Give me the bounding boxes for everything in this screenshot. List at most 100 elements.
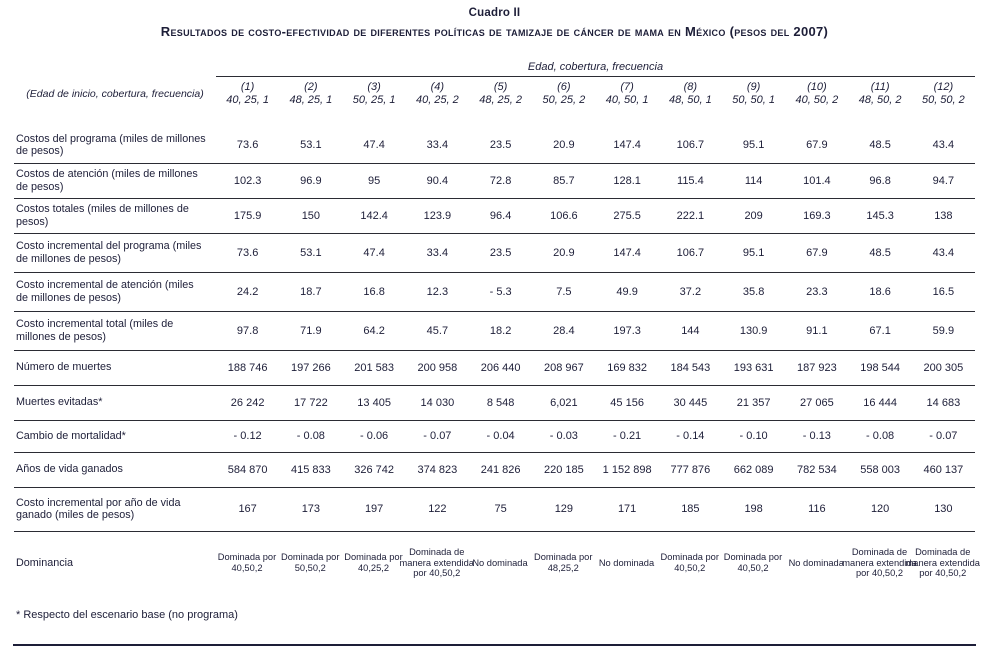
cell-value: 209 [744, 209, 763, 222]
cell-value: 558 003 [860, 463, 900, 476]
cell-value: 122 [428, 503, 447, 515]
cell-value: 777 876 [670, 463, 711, 476]
table-row: Costo incremental total (miles de millon… [14, 311, 975, 350]
cell-value: 147.4 [613, 139, 641, 152]
column-header: (9) 50, 50, 1 [732, 80, 776, 106]
cell-value: 200 958 [417, 361, 458, 374]
row-label: Costos totales (miles de millones de pes… [16, 203, 189, 228]
cell-value: 45.7 [426, 324, 449, 337]
cell-value: - 0.14 [676, 430, 705, 442]
cell-value: 96.9 [300, 174, 322, 187]
cell-value: 73.6 [236, 246, 259, 259]
cell-value: 72.8 [489, 174, 512, 187]
cell-value: 374 823 [417, 463, 458, 476]
cell-value: 188 746 [227, 361, 268, 374]
cell-value: 129 [554, 503, 574, 515]
table-number: Cuadro II [468, 7, 521, 19]
cell-value: 7.5 [556, 285, 572, 298]
cell-value: 67.9 [806, 246, 828, 259]
cell-value: No dominada [598, 557, 655, 568]
cell-value: 43.4 [932, 246, 955, 259]
cell-value: 49.9 [616, 285, 638, 298]
table-title: Resultados de costo-efectividad de difer… [160, 24, 829, 39]
cell-value: 142.4 [360, 209, 388, 222]
cell-value: 197.3 [613, 324, 641, 337]
cell-value: 20.9 [553, 139, 575, 152]
cell-value: 67.1 [869, 324, 891, 337]
column-header: (8) 48, 50, 1 [668, 80, 712, 106]
cell-value: 28.4 [553, 324, 575, 337]
row-label: Muertes evitadas* [16, 396, 103, 409]
cell-value: - 0.07 [423, 430, 452, 442]
cell-value: 241 826 [480, 463, 521, 476]
cell-value: 24.2 [236, 285, 259, 298]
cell-value: 116 [808, 503, 826, 515]
cell-value: 27 065 [800, 396, 834, 409]
cell-value: 415 833 [290, 463, 331, 476]
column-header: (10) 40, 50, 2 [795, 80, 839, 106]
row-label: Costo incremental por año de vida ganado… [16, 496, 181, 522]
cell-value: 43.4 [932, 139, 955, 152]
row-label: Dominancia [16, 556, 74, 569]
cell-value: 67.9 [806, 139, 828, 152]
cell-value: 275.5 [613, 209, 641, 222]
group-header: Edad, cobertura, frecuencia [216, 50, 975, 77]
cell-value: 208 967 [543, 361, 584, 374]
cell-value: 96.4 [489, 209, 512, 222]
cell-value: 197 [364, 503, 384, 515]
cell-value: 53.1 [300, 139, 322, 152]
cell-value: 193 631 [733, 361, 774, 374]
row-label: Costos del programa (miles de millones d… [16, 132, 206, 158]
row-label: Costo incremental de atención (miles de … [16, 279, 194, 304]
cell-value: 30 445 [673, 396, 708, 409]
column-header: (6) 50, 25, 2 [542, 80, 586, 106]
cell-value: 8 548 [486, 396, 515, 409]
table-row: Costo incremental del programa (miles de… [14, 233, 975, 272]
cell-value: 26 242 [230, 396, 265, 409]
bottom-rule [13, 644, 976, 646]
cell-value: 198 [744, 503, 763, 515]
cell-value: 222.1 [676, 209, 705, 222]
cell-value: - 0.08 [296, 430, 325, 442]
footnote: * Respecto del escenario base (no progra… [16, 609, 238, 621]
cell-value: 184 543 [670, 361, 711, 374]
cell-value: 59.9 [932, 324, 955, 337]
cell-value: 45 156 [610, 396, 644, 409]
cell-value: 175.9 [233, 209, 262, 222]
table-row: Número de muertes 188 746 197 266 201 583 20… [14, 350, 975, 385]
cell-value: 198 544 [860, 361, 900, 374]
cell-value: 187 923 [796, 361, 837, 374]
column-header: (11) 48, 50, 2 [858, 80, 902, 106]
column-header: (3) 50, 25, 1 [352, 80, 396, 106]
table-row: Costos de atención (miles de millones de… [14, 163, 975, 198]
table-row: Años de vida ganados 584 870 415 833 326 74… [14, 452, 975, 487]
cell-value: 128.1 [613, 174, 641, 187]
cell-value: 18.6 [869, 285, 891, 298]
cell-value: 16.5 [932, 285, 955, 298]
cell-value: 91.1 [806, 324, 828, 337]
cell-value: 17 722 [294, 396, 328, 409]
cell-value: 662 089 [733, 463, 774, 476]
cell-value: 85.7 [553, 174, 575, 187]
column-header: (7) 40, 50, 1 [605, 80, 649, 106]
cell-value: - 0.06 [360, 430, 389, 442]
row-header-label: (Edad de inicio, cobertura, frecuencia) [26, 88, 204, 100]
cell-value: 47.4 [363, 139, 385, 152]
cell-value: 23.5 [489, 139, 512, 152]
cell-value: 106.7 [676, 139, 705, 152]
cell-value: 23.3 [806, 285, 828, 298]
group-header-spacer [14, 50, 216, 76]
row-label: Cambio de mortalidad* [16, 429, 126, 442]
cell-value: 48.5 [869, 139, 891, 152]
cell-value: 97.8 [236, 324, 259, 337]
table-row: Costo incremental de atención (miles de … [14, 272, 975, 311]
cell-value: 115.4 [677, 174, 704, 187]
cell-value: 138 [934, 209, 953, 222]
cell-value: 18.2 [489, 324, 512, 337]
cell-value: 53.1 [300, 246, 322, 259]
column-header: (1) 40, 25, 1 [226, 80, 270, 106]
cell-value: 94.7 [932, 174, 955, 187]
cell-value: 13 405 [357, 396, 391, 409]
cell-value: 48.5 [869, 246, 891, 259]
cell-value: Dominada por 50,50,2 [281, 552, 340, 573]
